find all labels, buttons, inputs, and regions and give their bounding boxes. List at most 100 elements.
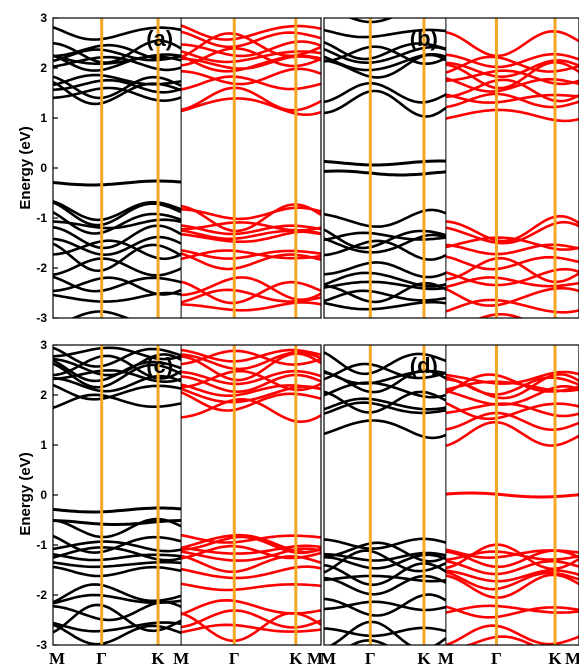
band-line [180, 24, 321, 41]
xtick-label: M [565, 649, 579, 668]
band-line [180, 369, 321, 386]
band-line [53, 565, 182, 578]
band-line [445, 93, 579, 104]
panel-frame [323, 17, 579, 319]
band-line [324, 626, 447, 638]
panel-a: 3 2 1 0 -1 -2 -3 (a) [36, 11, 322, 325]
band-line [445, 29, 579, 58]
band-line [445, 60, 579, 90]
band-line [181, 301, 321, 312]
xtick-label: Γ [491, 649, 502, 668]
panel-label: (b) [410, 26, 438, 51]
band-line [324, 53, 447, 79]
band-line [324, 208, 447, 228]
band-line [324, 401, 447, 415]
band-line [53, 354, 182, 380]
band-line [53, 75, 182, 100]
xtick-label: K [151, 649, 165, 668]
spin-up-bands [324, 351, 447, 645]
panel-b: (b) [323, 17, 579, 319]
xtick-label: K [548, 649, 562, 668]
spin-down-bands [180, 348, 321, 643]
band-line [324, 549, 447, 574]
ytick-label: 2 [40, 388, 47, 402]
spin-down-bands [180, 24, 321, 312]
band-line [324, 28, 447, 39]
band-line [445, 77, 579, 93]
band-line [53, 200, 182, 222]
band-line [324, 574, 447, 596]
xtick-label: K [417, 649, 431, 668]
band-line [180, 547, 321, 562]
band-line [180, 352, 321, 382]
band-line [324, 45, 447, 65]
band-line [53, 346, 182, 361]
band-line [445, 59, 579, 79]
spin-down-bands [445, 29, 579, 318]
band-line [445, 573, 579, 599]
band-line [180, 30, 321, 49]
band-line [445, 568, 579, 583]
ytick-label: 0 [40, 488, 47, 502]
band-line [324, 231, 447, 242]
band-line [53, 359, 182, 383]
band-line [324, 89, 447, 118]
band-line [180, 565, 321, 580]
ytick-label: -3 [36, 638, 47, 652]
band-line [53, 53, 182, 66]
band-line [445, 549, 579, 569]
band-line [477, 313, 524, 318]
band-line [180, 230, 321, 243]
ytick-label: 1 [40, 111, 47, 125]
band-line [180, 598, 321, 616]
band-line [324, 280, 447, 291]
plot-area [53, 18, 321, 318]
panel-label: (c) [146, 353, 173, 378]
band-line [180, 32, 321, 59]
band-line [324, 390, 447, 414]
band-line [53, 601, 182, 622]
band-line [53, 48, 182, 63]
xtick-label: M [320, 649, 336, 668]
band-line [53, 25, 182, 41]
band-line [53, 546, 182, 562]
band-line [180, 554, 321, 574]
flat-band-line [53, 179, 182, 187]
band-line [445, 559, 579, 576]
band-line [180, 249, 321, 261]
ytick-label: 1 [40, 438, 47, 452]
band-line [181, 206, 321, 221]
band-line [53, 235, 182, 257]
spin-up-bands [53, 25, 182, 318]
band-line [324, 233, 447, 254]
panel-label: (a) [146, 26, 173, 51]
band-line [324, 300, 447, 311]
band-line [445, 401, 579, 421]
panel-frame [323, 344, 579, 646]
xtick-label: K [289, 649, 303, 668]
band-line [53, 603, 182, 634]
flat-band-line [324, 159, 446, 167]
band-line [181, 67, 321, 86]
xtick-label: M [438, 649, 454, 668]
band-line [180, 50, 321, 64]
band-line [324, 419, 447, 440]
band-line [324, 600, 447, 612]
band-line [180, 54, 321, 73]
band-line [180, 280, 321, 305]
panel-label: (d) [410, 353, 438, 378]
band-line [324, 541, 447, 563]
ytick-label: -2 [36, 261, 47, 275]
flat-band-line [445, 491, 579, 499]
flat-band-line [324, 169, 447, 177]
xtick-label: Γ [365, 649, 376, 668]
band-line [180, 533, 321, 544]
band-line [445, 215, 579, 243]
ytick-label: 3 [40, 338, 47, 352]
band-line [445, 256, 579, 284]
band-line [324, 351, 447, 376]
ytick-label: 3 [40, 11, 47, 25]
band-line [445, 298, 579, 314]
